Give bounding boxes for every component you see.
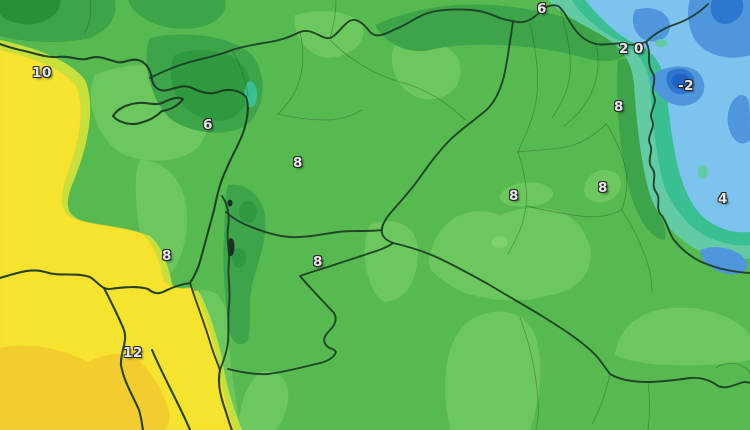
mild-pocket: [238, 371, 289, 430]
province-line: [621, 209, 653, 293]
mild-pocket: [428, 207, 591, 301]
cool-core-nw-syria: [170, 50, 250, 121]
province-line: [551, 7, 571, 119]
yellow-region: [0, 49, 235, 430]
mediterranean-coastline: [0, 42, 249, 295]
gold-region-12: [0, 345, 170, 430]
mid-blue-patch: [700, 247, 748, 275]
border-turkey-syria: [149, 4, 647, 79]
border-iraq-iran: [645, 41, 750, 274]
province-line: [507, 151, 527, 255]
border-jordan-syria: [225, 211, 383, 239]
seafoam-island: [655, 39, 667, 47]
province-line: [647, 381, 650, 430]
light-blue-region: [585, 0, 750, 233]
cool-core-jordan: [239, 201, 257, 223]
coastlines: [0, 42, 249, 430]
seafoam-island: [698, 165, 708, 179]
border-jordan-saudi: [227, 242, 394, 376]
province-line: [605, 123, 628, 211]
cool-band-turkey-east: [375, 4, 630, 62]
mild-core-dot: [492, 236, 508, 248]
mid-blue-patch: [632, 8, 670, 42]
country-borders: [149, 3, 750, 389]
mild-pocket: [364, 221, 419, 302]
gulf-of-aqaba-coast: [217, 368, 234, 430]
province-line: [517, 23, 539, 153]
border-egypt-israel: [189, 282, 221, 371]
province-line: [715, 362, 750, 375]
dark-green-highlands: [0, 0, 666, 345]
warm-yellow-sector: [0, 40, 260, 430]
cold-blue-sector: [244, 0, 750, 275]
province-line: [277, 109, 363, 121]
cool-band-jordan-valley: [223, 184, 266, 345]
mild-pocket: [499, 182, 554, 207]
cool-core-turkey-west: [0, 0, 61, 25]
cool-patch-turkey-mid: [128, 0, 226, 29]
river-euphrates: [329, 39, 466, 121]
dark-blue-core: [710, 0, 744, 25]
province-line: [591, 373, 611, 425]
light-green-pockets: [90, 11, 750, 430]
province-lines: [83, 0, 750, 430]
border-iraq-saudi: [392, 242, 750, 389]
cool-band-zagros: [617, 58, 666, 241]
mild-pocket: [445, 311, 541, 430]
province-line: [563, 43, 599, 127]
mid-blue-patch: [727, 95, 750, 144]
province-line: [329, 0, 337, 39]
province-line: [277, 31, 304, 115]
cool-core-jordan: [232, 248, 246, 268]
gulf-of-suez-coast: [150, 348, 192, 430]
border-syria-iraq: [380, 21, 514, 244]
deepest-blue-core: [671, 73, 690, 90]
nile-river: [102, 286, 145, 430]
mild-pocket: [615, 307, 750, 366]
province-line: [517, 123, 607, 153]
cyprus-island-outline: [111, 96, 185, 126]
mild-pocket: [391, 41, 461, 100]
border-turkey-iran: [645, 3, 709, 43]
province-line: [83, 0, 92, 35]
province-line: [519, 317, 539, 430]
province-line: [231, 49, 249, 97]
border-israel-jordan-valley: [219, 195, 231, 371]
mild-pocket: [584, 169, 622, 203]
province-line: [525, 205, 623, 218]
sea-of-galilee: [227, 199, 233, 207]
